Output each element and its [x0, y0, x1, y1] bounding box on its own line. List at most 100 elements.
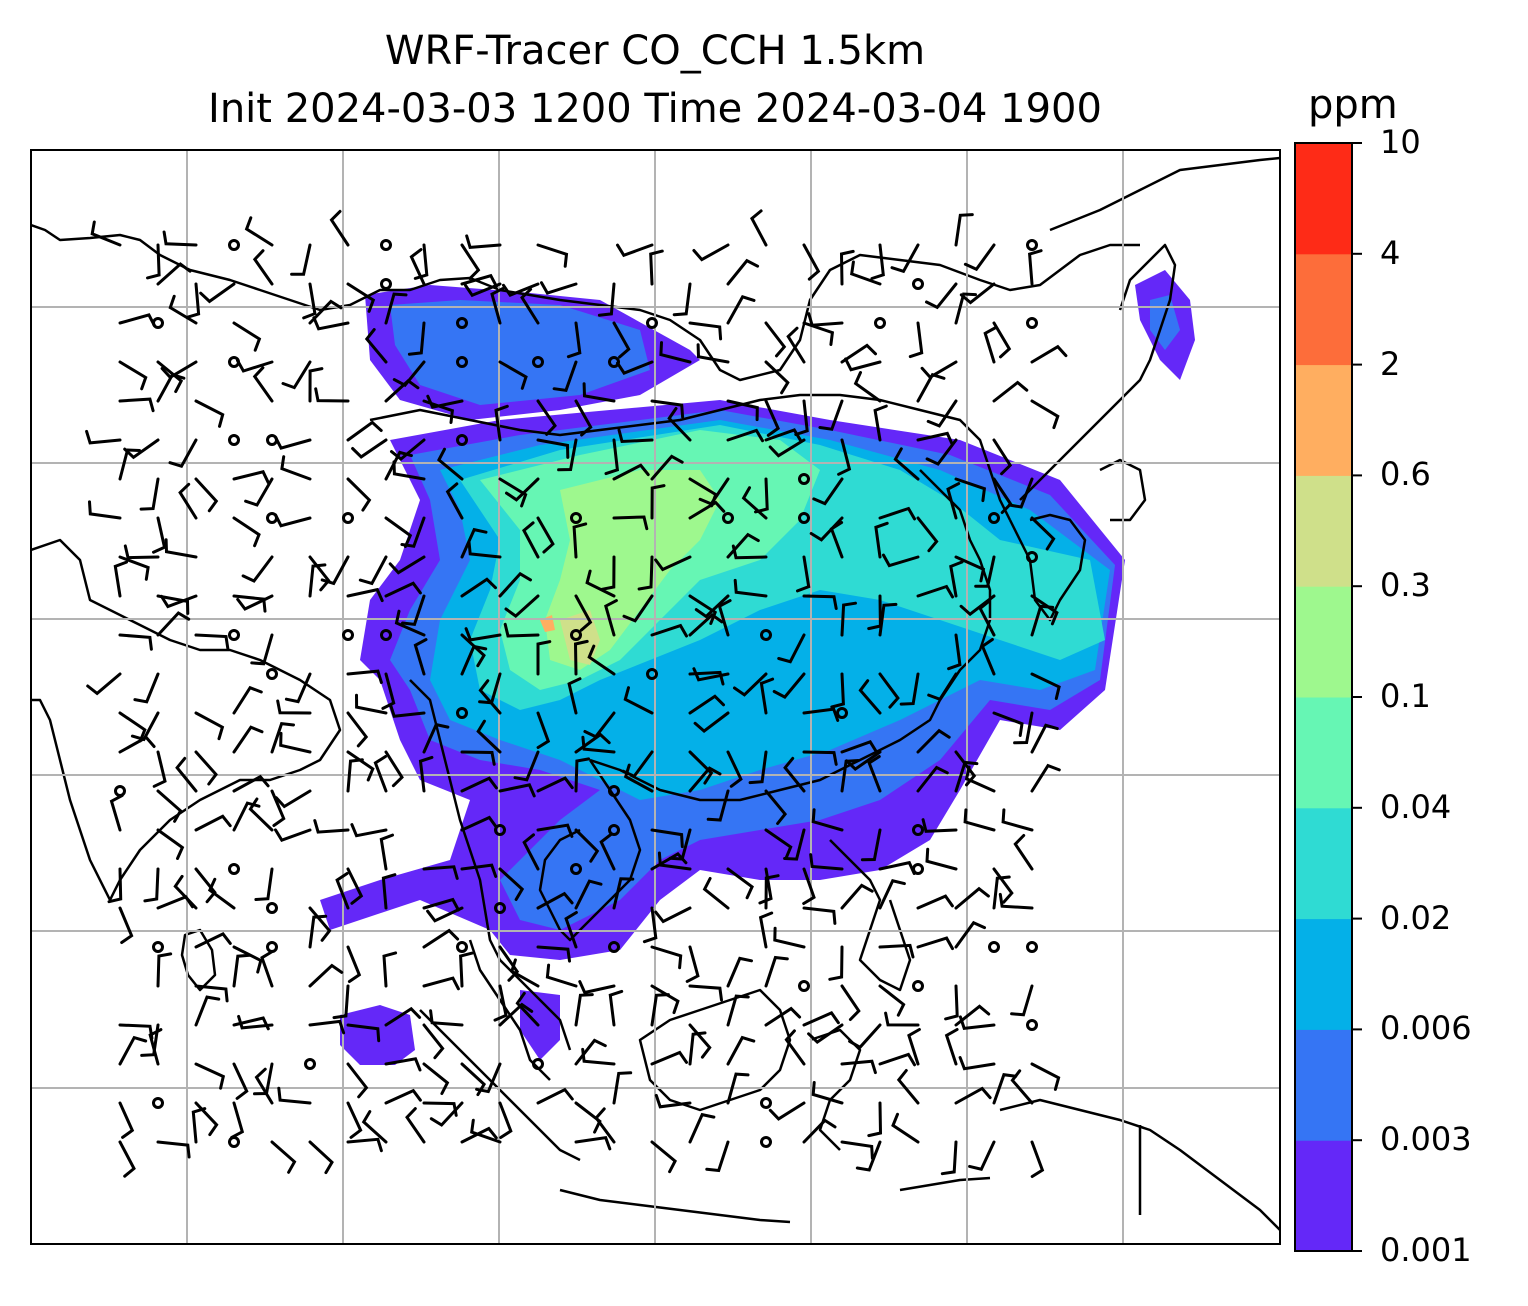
- wind-barb: [346, 477, 372, 512]
- wind-barb: [840, 601, 857, 637]
- wind-barb: [688, 1112, 716, 1144]
- wind-barb: [194, 1062, 226, 1090]
- wind-barb: [844, 357, 882, 372]
- wind-barb: [536, 438, 570, 459]
- colorbar-frame: [1294, 142, 1353, 1252]
- wind-barb: [118, 711, 147, 743]
- wind-barb: [594, 1107, 616, 1144]
- wind-barb: [384, 581, 422, 598]
- calm-wind-circle: [1026, 1019, 1038, 1031]
- wind-barb: [274, 789, 312, 809]
- wind-barb: [381, 873, 397, 910]
- wind-barb: [582, 382, 616, 403]
- wind-barb: [405, 1107, 426, 1144]
- wind-barb: [574, 757, 591, 793]
- wind-barb: [173, 874, 198, 910]
- wind-barb: [346, 282, 376, 313]
- wind-barb: [314, 387, 350, 403]
- wind-barb: [308, 367, 324, 403]
- wind-barb: [688, 766, 722, 793]
- wind-barb: [389, 703, 426, 718]
- wind-barb: [954, 760, 979, 793]
- wind-barb: [764, 828, 793, 860]
- wind-barb: [232, 774, 270, 793]
- calm-wind-circle: [912, 863, 924, 875]
- wind-barb: [717, 599, 732, 637]
- wind-barb: [867, 1101, 883, 1138]
- wind-barb: [612, 1071, 633, 1105]
- wind-barb: [741, 486, 768, 520]
- wind-barb: [650, 484, 666, 520]
- wind-barb: [637, 555, 654, 591]
- wind-barb: [388, 555, 426, 575]
- wind-barb: [346, 669, 383, 684]
- wind-barb: [783, 756, 806, 793]
- wind-barb: [597, 282, 616, 317]
- calm-wind-circle: [152, 1097, 164, 1109]
- wind-barb: [118, 448, 141, 481]
- wind-barb: [422, 865, 459, 880]
- wind-barb: [650, 399, 685, 419]
- wind-barb: [313, 819, 350, 834]
- colorbar-tick-label: 0.02: [1380, 898, 1452, 937]
- wind-barb: [502, 282, 540, 298]
- wind-barb: [992, 875, 1011, 910]
- wind-barb: [878, 879, 906, 910]
- wind-barb: [302, 282, 317, 320]
- map-subtitle: Init 2024-03-03 1200 Time 2024-03-04 190…: [208, 86, 1102, 132]
- wind-barb: [400, 516, 426, 548]
- wind-barb: [705, 1140, 730, 1173]
- wind-barb: [768, 1101, 806, 1121]
- wind-barb: [320, 555, 350, 586]
- wind-barb: [232, 725, 264, 754]
- wind-barb: [513, 750, 540, 782]
- wind-barb: [123, 544, 160, 560]
- wind-barb: [688, 1031, 707, 1066]
- wind-barb: [818, 399, 844, 431]
- wind-barb: [574, 879, 603, 910]
- coast-sumatra: [419, 1009, 581, 1162]
- calm-wind-circle: [152, 941, 164, 953]
- wind-barb: [422, 897, 460, 912]
- wind-barb: [252, 249, 274, 286]
- wind-barb: [536, 945, 571, 963]
- wind-barb: [504, 594, 540, 619]
- wind-barb: [764, 399, 780, 437]
- wind-barb: [974, 555, 996, 588]
- wind-barb: [925, 847, 958, 871]
- calm-wind-circle: [1026, 551, 1038, 563]
- wind-barb: [688, 670, 725, 686]
- wind-barb: [726, 399, 759, 422]
- wind-barb: [1010, 1069, 1034, 1105]
- wind-barb: [207, 877, 236, 910]
- wind-barb: [284, 672, 312, 704]
- wind-barb: [840, 984, 861, 1021]
- wind-barb: [587, 644, 616, 676]
- wind-barb: [244, 216, 274, 247]
- calm-wind-circle: [798, 473, 810, 485]
- wind-barb: [384, 292, 408, 325]
- wind-barb: [270, 1140, 297, 1174]
- wind-barb: [437, 447, 464, 481]
- wind-barb: [963, 243, 996, 272]
- calm-wind-circle: [456, 707, 468, 719]
- wind-barb: [335, 872, 350, 910]
- wind-barb: [654, 555, 692, 572]
- wind-barb: [118, 906, 134, 944]
- wind-barb: [346, 587, 384, 603]
- wind-barb: [878, 672, 900, 709]
- wind-barb: [460, 243, 481, 281]
- wind-barb: [772, 672, 806, 699]
- wind-barb: [1030, 1140, 1045, 1178]
- wind-barb: [522, 833, 540, 871]
- wind-barb: [394, 609, 426, 637]
- coast-russia-north: [1049, 156, 1280, 232]
- wind-barb: [578, 980, 616, 995]
- wind-barb: [764, 360, 790, 395]
- wind-barb: [490, 287, 505, 325]
- wind-barb: [860, 828, 882, 862]
- wind-barb: [156, 262, 192, 286]
- wind-barb: [802, 594, 838, 610]
- wind-barb: [659, 341, 692, 364]
- wind-barb: [232, 945, 263, 974]
